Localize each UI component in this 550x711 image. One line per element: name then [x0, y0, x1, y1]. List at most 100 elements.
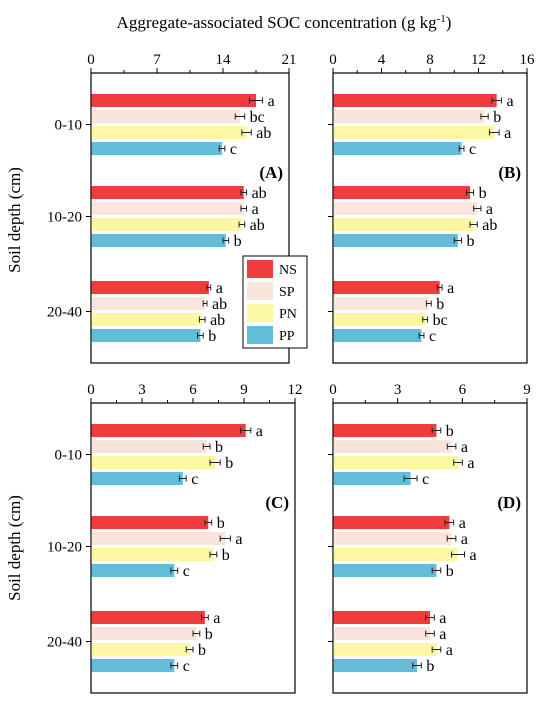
significance-label: b [467, 233, 475, 250]
significance-label: b [446, 563, 454, 580]
bar-pp [333, 659, 418, 672]
bar-pp [91, 234, 226, 247]
category-label: 20-40 [47, 635, 82, 651]
significance-label: a [252, 201, 259, 218]
panel-label: (B) [498, 163, 521, 182]
significance-label: a [439, 626, 446, 643]
y-axis-label-top: Soil depth (cm) [5, 167, 24, 273]
x-tick-label: 3 [394, 382, 402, 398]
x-tick-label: 12 [288, 382, 303, 398]
x-tick-label: 6 [189, 382, 197, 398]
significance-label: a [256, 423, 263, 440]
x-tick-label: 9 [240, 382, 248, 398]
significance-label: b [215, 439, 223, 456]
figure-title: Aggregate-associated SOC concentration (… [117, 13, 452, 32]
bar-pn [333, 643, 437, 656]
significance-label: a [447, 280, 454, 297]
x-tick-label: 6 [459, 382, 467, 398]
significance-label: b [479, 185, 487, 202]
x-tick-label: 8 [426, 52, 434, 68]
bar-ns [333, 281, 440, 294]
bar-ns [333, 516, 450, 529]
significance-label: b [225, 455, 233, 472]
significance-label: b [234, 233, 242, 250]
significance-label: b [436, 296, 444, 313]
legend-label-ns: NS [279, 263, 297, 278]
significance-label: b [446, 423, 454, 440]
bar-pp [91, 329, 201, 342]
bar-pp [333, 234, 458, 247]
panel-label: (C) [265, 493, 289, 512]
significance-label: bc [433, 312, 448, 329]
x-tick-label: 9 [523, 382, 531, 398]
significance-label: c [183, 563, 190, 580]
bar-pn [91, 218, 242, 231]
significance-label: a [213, 610, 220, 627]
x-tick-label: 0 [329, 52, 337, 68]
figure-title-main: Aggregate-associated SOC concentration (… [117, 13, 438, 32]
significance-label: ab [212, 296, 227, 313]
bar-ns [91, 94, 256, 107]
bar-sp [333, 627, 430, 640]
category-label: 20-40 [47, 305, 82, 321]
bar-ns [91, 186, 244, 199]
bar-pn [333, 548, 459, 561]
x-tick-label: 3 [138, 382, 146, 398]
figure-title-superscript: -1 [437, 13, 446, 25]
significance-label: b [198, 642, 206, 659]
x-tick-label: 16 [520, 52, 536, 68]
significance-label: ab [252, 185, 267, 202]
y-axis-label-bottom: Soil depth (cm) [5, 495, 24, 601]
significance-label: ab [210, 312, 225, 329]
bar-pn [333, 313, 426, 326]
panel-1: 0 7 14 21abcabc0-10abaabb10-20aababb20-40(A… [47, 52, 297, 364]
bar-pp [333, 472, 411, 485]
significance-label: a [216, 280, 223, 297]
significance-label: a [461, 531, 468, 548]
bar-ns [333, 424, 437, 437]
significance-label: ab [482, 217, 497, 234]
legend-swatch-pn [247, 304, 273, 322]
bar-sp [91, 532, 226, 545]
x-tick-label: 0 [87, 382, 95, 398]
significance-label: a [507, 93, 514, 110]
significance-label: b [493, 109, 501, 126]
legend-label-pn: PN [279, 307, 297, 322]
bar-sp [91, 202, 244, 215]
legend-swatch-ns [247, 260, 273, 278]
bar-sp [91, 440, 207, 453]
bar-ns [91, 516, 209, 529]
x-tick-label: 0 [87, 52, 95, 68]
bar-ns [91, 611, 205, 624]
category-label: 10-20 [47, 210, 82, 226]
x-tick-label: 0 [329, 382, 337, 398]
bar-sp [91, 627, 197, 640]
significance-label: b [205, 626, 213, 643]
significance-label: c [230, 141, 237, 158]
x-tick-label: 14 [216, 52, 232, 68]
figure-title-close: ) [446, 13, 452, 32]
bar-sp [333, 202, 478, 215]
significance-label: a [486, 201, 493, 218]
significance-label: bc [250, 109, 265, 126]
panel-label: (A) [259, 163, 283, 182]
bar-pn [91, 643, 190, 656]
bar-ns [333, 186, 471, 199]
bar-pp [91, 564, 175, 577]
bar-pp [333, 329, 422, 342]
significance-label: a [467, 455, 474, 472]
significance-label: ab [250, 217, 265, 234]
bar-ns [333, 94, 497, 107]
significance-label: c [469, 141, 476, 158]
bar-pn [91, 313, 203, 326]
significance-label: b [217, 515, 225, 532]
legend-label-pp: PP [279, 329, 295, 344]
bar-sp [91, 110, 240, 123]
significance-label: b [222, 547, 230, 564]
significance-label: b [208, 328, 216, 345]
significance-label: c [183, 658, 190, 675]
legend-swatch-pp [247, 326, 273, 344]
